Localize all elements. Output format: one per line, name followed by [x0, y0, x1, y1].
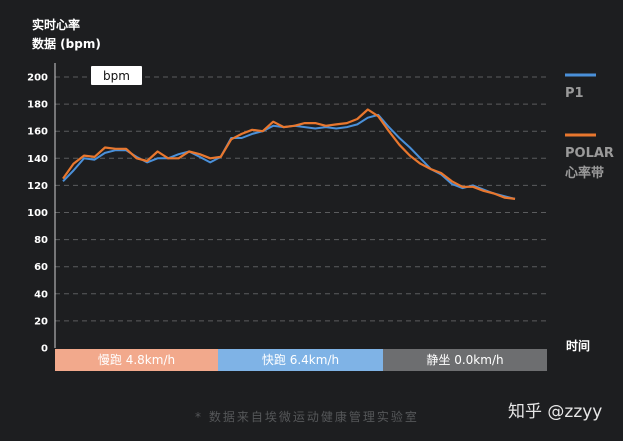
y-tick-label: 40 [34, 289, 48, 300]
y-axis-title-line2: 数据 (bpm) [32, 36, 101, 51]
legend-label-p1: P1 [565, 86, 584, 101]
legend-sublabel-polar: 心率带 [565, 165, 604, 181]
x-axis-title: 时间 [566, 338, 590, 353]
legend-label-polar: POLAR [565, 146, 614, 161]
unit-box [91, 66, 142, 85]
series-lines [62, 108, 516, 200]
y-tick-label: 200 [27, 73, 48, 84]
y-axis-title-line1: 实时心率 [32, 17, 80, 32]
grid-lines [55, 76, 547, 322]
phase-segment [383, 349, 547, 371]
phase-label: 快跑 6.4km/h [262, 353, 339, 367]
phase-segment [218, 349, 383, 371]
y-tick-label: 140 [27, 154, 48, 165]
y-tick-label: 120 [27, 181, 48, 192]
phase-bar: 慢跑 4.8km/h 快跑 6.4km/h 静坐 0.0km/h [55, 349, 547, 371]
y-tick-label: 60 [34, 262, 48, 273]
series-line-polar [62, 108, 516, 200]
phase-segment [55, 349, 218, 371]
y-tick-label: 80 [34, 235, 48, 246]
y-tick-label: 160 [27, 127, 48, 138]
y-tick-label: 180 [27, 100, 48, 111]
y-tick-label: 100 [27, 208, 48, 219]
legend: P1 POLAR 心率带 [565, 73, 614, 181]
y-tick-labels: 0 20 40 60 80 100 120 140 160 180 200 [27, 73, 48, 355]
y-tick-label: 0 [41, 344, 48, 355]
y-tick-label: 20 [34, 316, 48, 327]
phase-label: 静坐 0.0km/h [426, 353, 503, 367]
phase-label: 慢跑 4.8km/h [98, 353, 175, 367]
footnote: * 数据来自埃微运动健康管理实验室 [195, 409, 419, 424]
unit-box-label: bpm [103, 69, 130, 83]
watermark: 知乎 @zzyy [508, 402, 602, 422]
